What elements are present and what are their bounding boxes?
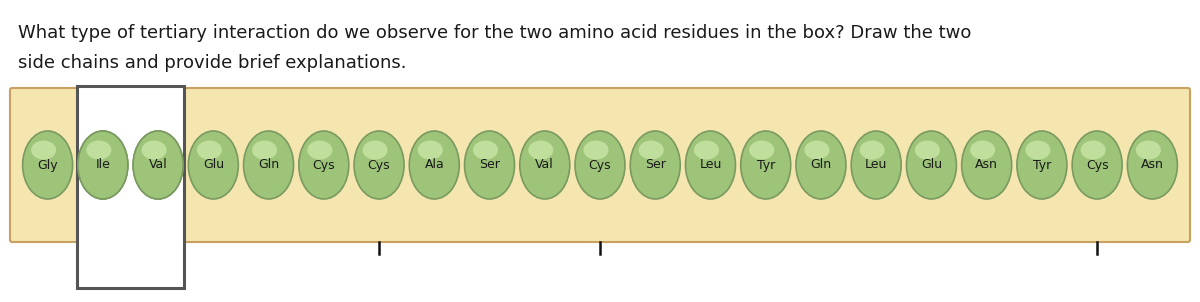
Text: Ser: Ser (644, 159, 666, 172)
Ellipse shape (80, 135, 128, 199)
Ellipse shape (908, 135, 956, 199)
Ellipse shape (78, 131, 128, 199)
Ellipse shape (80, 135, 128, 199)
Ellipse shape (78, 131, 128, 199)
Ellipse shape (1129, 135, 1177, 199)
Ellipse shape (575, 131, 625, 199)
Text: Tyr: Tyr (756, 159, 775, 172)
Ellipse shape (301, 135, 349, 199)
Text: Ser: Ser (479, 159, 500, 172)
Bar (77, 86, 184, 288)
Ellipse shape (1016, 131, 1067, 199)
Ellipse shape (1074, 135, 1122, 199)
Ellipse shape (197, 140, 222, 159)
Ellipse shape (1072, 131, 1122, 199)
Text: Leu: Leu (700, 159, 721, 172)
Ellipse shape (1026, 140, 1050, 159)
Text: Ile: Ile (96, 159, 110, 172)
Ellipse shape (412, 135, 460, 199)
Ellipse shape (362, 140, 388, 159)
Ellipse shape (244, 131, 294, 199)
Text: Tyr: Tyr (1033, 159, 1051, 172)
Ellipse shape (630, 131, 680, 199)
Ellipse shape (740, 131, 791, 199)
Ellipse shape (307, 140, 332, 159)
Text: What type of tertiary interaction do we observe for the two amino acid residues : What type of tertiary interaction do we … (18, 24, 971, 42)
Ellipse shape (142, 140, 167, 159)
Ellipse shape (688, 135, 736, 199)
Ellipse shape (133, 131, 184, 199)
Ellipse shape (473, 140, 498, 159)
Text: Cys: Cys (312, 159, 335, 172)
Text: Val: Val (149, 159, 168, 172)
Ellipse shape (851, 131, 901, 199)
Ellipse shape (1019, 135, 1067, 199)
Ellipse shape (964, 135, 1012, 199)
Ellipse shape (136, 135, 184, 199)
Ellipse shape (906, 131, 956, 199)
Text: Cys: Cys (1086, 159, 1109, 172)
Ellipse shape (914, 140, 940, 159)
Ellipse shape (191, 135, 239, 199)
Ellipse shape (136, 135, 184, 199)
Ellipse shape (520, 131, 570, 199)
Ellipse shape (632, 135, 680, 199)
Ellipse shape (25, 135, 73, 199)
Ellipse shape (86, 140, 112, 159)
Ellipse shape (749, 140, 774, 159)
Text: Val: Val (535, 159, 554, 172)
Text: Asn: Asn (1141, 159, 1164, 172)
Text: Ile: Ile (96, 159, 110, 172)
Ellipse shape (418, 140, 443, 159)
Ellipse shape (583, 140, 608, 159)
Text: Leu: Leu (865, 159, 887, 172)
Text: Gln: Gln (258, 159, 280, 172)
Text: Cys: Cys (589, 159, 611, 172)
Ellipse shape (528, 140, 553, 159)
Ellipse shape (354, 131, 404, 199)
Ellipse shape (961, 131, 1012, 199)
Ellipse shape (133, 131, 184, 199)
Ellipse shape (1136, 140, 1160, 159)
Ellipse shape (464, 131, 515, 199)
Ellipse shape (796, 131, 846, 199)
Ellipse shape (804, 140, 829, 159)
Text: Gly: Gly (37, 159, 58, 172)
Ellipse shape (467, 135, 515, 199)
Ellipse shape (577, 135, 625, 199)
Text: side chains and provide brief explanations.: side chains and provide brief explanatio… (18, 54, 407, 72)
Text: Gln: Gln (810, 159, 832, 172)
Ellipse shape (1127, 131, 1177, 199)
Ellipse shape (970, 140, 995, 159)
Ellipse shape (638, 140, 664, 159)
Text: Glu: Glu (920, 159, 942, 172)
Ellipse shape (409, 131, 460, 199)
Ellipse shape (522, 135, 570, 199)
Ellipse shape (252, 140, 277, 159)
Ellipse shape (299, 131, 349, 199)
Ellipse shape (86, 140, 112, 159)
Text: Val: Val (149, 159, 168, 172)
Ellipse shape (853, 135, 901, 199)
Text: Glu: Glu (203, 159, 224, 172)
Ellipse shape (798, 135, 846, 199)
Ellipse shape (694, 140, 719, 159)
Ellipse shape (859, 140, 884, 159)
Ellipse shape (1081, 140, 1105, 159)
Text: Ala: Ala (425, 159, 444, 172)
Ellipse shape (743, 135, 791, 199)
Ellipse shape (356, 135, 404, 199)
Ellipse shape (23, 131, 73, 199)
FancyBboxPatch shape (10, 88, 1190, 242)
Ellipse shape (685, 131, 736, 199)
Text: Cys: Cys (367, 159, 390, 172)
Ellipse shape (31, 140, 56, 159)
Ellipse shape (142, 140, 167, 159)
Ellipse shape (188, 131, 239, 199)
Ellipse shape (246, 135, 294, 199)
Text: Asn: Asn (976, 159, 998, 172)
